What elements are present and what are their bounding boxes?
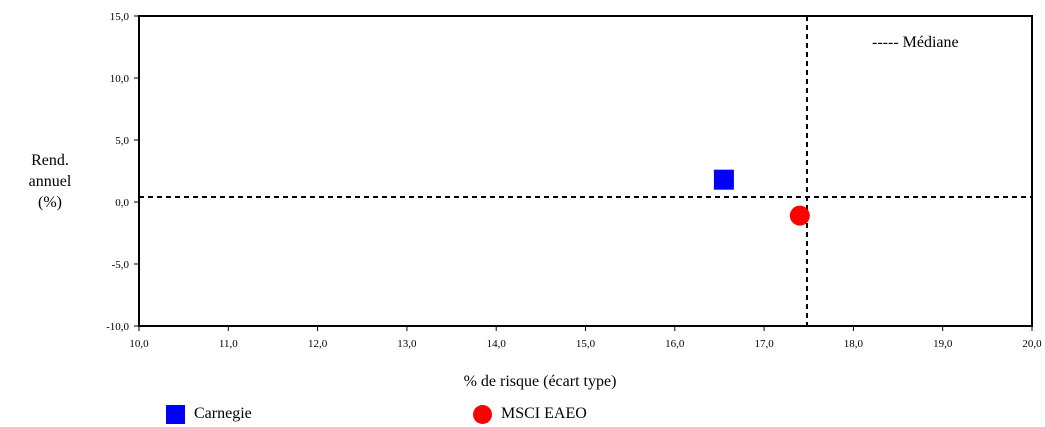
- y-tick-label: 0,0: [115, 197, 129, 209]
- legend-circle-marker-icon: [473, 404, 492, 424]
- y-tick-label: -5,0: [112, 259, 130, 271]
- y-tick-label: 5,0: [115, 135, 129, 147]
- y-axis-title: Rend. annuel (%): [8, 150, 92, 213]
- x-tick-label: 10,0: [129, 338, 149, 350]
- legend-square-marker-icon: [166, 404, 185, 424]
- x-tick-label: 19,0: [933, 338, 953, 350]
- y-tick-label: 15,0: [110, 11, 130, 23]
- y-axis-title-line: Rend.: [31, 152, 69, 169]
- plot-frame: [138, 15, 1033, 327]
- x-tick-label: 20,0: [1022, 338, 1042, 350]
- legend-item-carnegie: Carnegie: [166, 404, 252, 424]
- data-point-carnegie: [713, 169, 734, 190]
- x-tick-label: 18,0: [844, 338, 864, 350]
- y-tick-label: 10,0: [110, 73, 130, 85]
- x-tick-label: 11,0: [219, 338, 238, 350]
- x-axis-title: % de risque (écart type): [463, 373, 617, 390]
- y-tick-label: -10,0: [106, 321, 129, 333]
- median-legend-label: ----- Médiane: [872, 34, 959, 51]
- y-axis-title-line: annuel: [28, 173, 72, 190]
- x-tick-label: 17,0: [754, 338, 774, 350]
- y-axis-title-line: (%): [38, 194, 62, 211]
- x-tick-label: 15,0: [576, 338, 596, 350]
- legend-label: Carnegie: [194, 405, 252, 422]
- x-tick-label: 12,0: [308, 338, 328, 350]
- x-tick-label: 14,0: [487, 338, 507, 350]
- legend-label: MSCI EAEO: [501, 405, 587, 422]
- x-tick-label: 16,0: [665, 338, 685, 350]
- data-point-msci-eaeo: [789, 205, 810, 226]
- x-tick-label: 13,0: [397, 338, 417, 350]
- legend-item-msci-eaeo: MSCI EAEO: [473, 404, 587, 424]
